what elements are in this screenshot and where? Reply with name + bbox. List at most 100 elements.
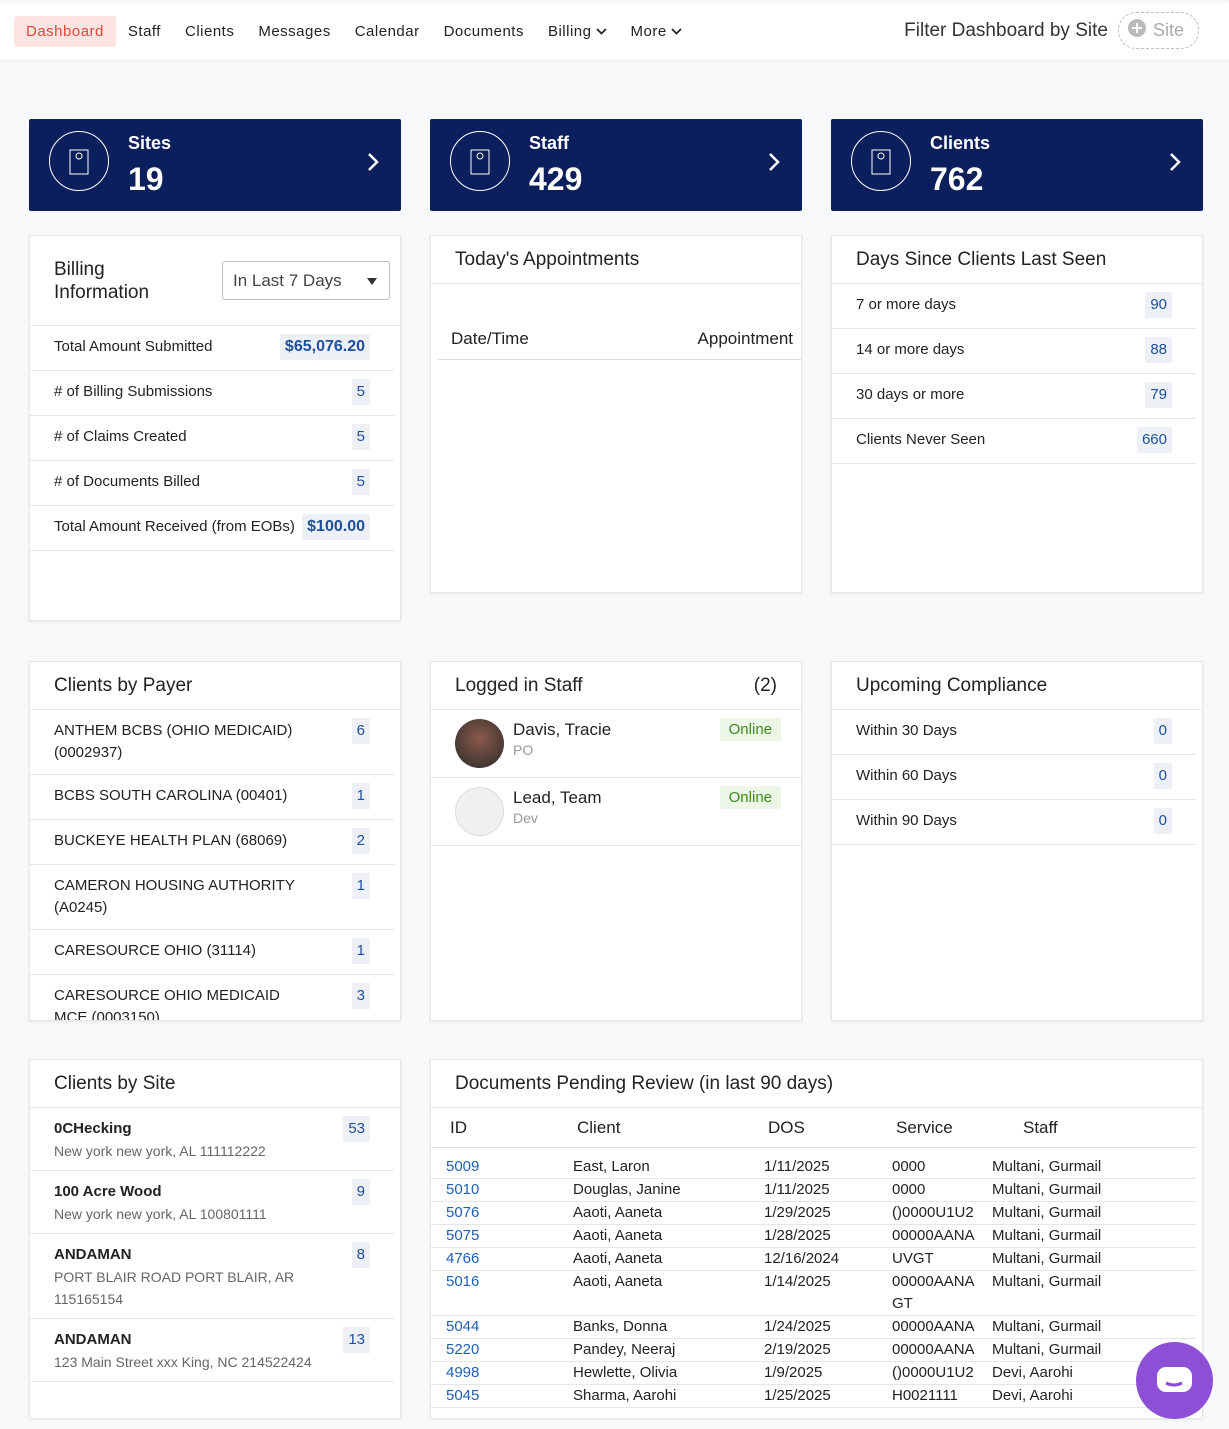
row-label: CARESOURCE OHIO (31114)	[54, 942, 256, 959]
nav-item[interactable]: Staff	[116, 16, 173, 47]
nav-item[interactable]: Dashboard	[14, 16, 116, 47]
panel-header: Clients by Payer	[30, 662, 400, 710]
cell: 00000AANA	[892, 1341, 975, 1358]
nav-item[interactable]: Documents	[432, 16, 536, 47]
cell: Multani, Gurmail	[992, 1181, 1102, 1198]
status-badge: Online	[719, 718, 781, 741]
row-label: # of Documents Billed	[54, 473, 200, 490]
list-row: CAMERON HOUSING AUTHORITY (A0245) 1	[30, 865, 394, 930]
row-label: Within 90 Days	[856, 812, 957, 829]
nav-item[interactable]: Messages	[246, 16, 342, 47]
table-row: 5016 Aaoti, Aaneta 1/14/2025 00000AANA GT Mu…	[431, 1271, 1196, 1316]
doc-id[interactable]: 5044	[446, 1318, 480, 1335]
row-value: 1	[351, 873, 370, 899]
nav-label: Dashboard	[26, 23, 104, 40]
panel-title: Clients by Site	[54, 1072, 176, 1094]
compliance-panel: Upcoming Compliance Within 30 Days 0 Within…	[831, 661, 1203, 1021]
cell: 1/29/2025	[764, 1204, 831, 1221]
nav-item[interactable]: Billing	[536, 16, 619, 47]
site-name: ANDAMAN	[54, 1331, 132, 1348]
cell: 1/11/2025	[764, 1181, 830, 1198]
range-select[interactable]: In Last 7 Days	[222, 261, 390, 300]
panel-header: Logged in Staff (2)	[431, 662, 801, 710]
row-value: 90	[1145, 292, 1172, 318]
chevron	[595, 28, 607, 35]
stat-card[interactable]: Clients 762	[831, 119, 1203, 211]
icon	[49, 131, 109, 191]
row-label: CAMERON HOUSING AUTHORITY (A0245)	[54, 877, 295, 916]
row-value: $65,076.20	[279, 334, 370, 360]
doc-id[interactable]: 5076	[446, 1204, 480, 1221]
doc-id[interactable]: 5009	[446, 1158, 480, 1175]
panel-title: Upcoming Compliance	[856, 674, 1048, 696]
appointments-panel: Today's Appointments Date/Time Appointment	[430, 235, 802, 593]
doc-id[interactable]: 5045	[446, 1387, 480, 1404]
range-value: In Last 7 Days	[233, 270, 342, 290]
table-row: 4998 Hewlette, Olivia 1/9/2025 ()0000U1U2 De…	[431, 1362, 1196, 1385]
site-button[interactable]: Site	[1117, 12, 1199, 49]
row-value: 5	[351, 469, 370, 495]
panel-header: Today's Appointments	[431, 236, 801, 284]
spacer	[431, 1148, 1202, 1156]
table-header: ID Client DOS Service Staff	[431, 1108, 1196, 1148]
arrow	[1170, 153, 1181, 171]
row-label: CARESOURCE OHIO MEDICAID MCE (0003150)	[54, 987, 280, 1021]
doc-id[interactable]: 5010	[446, 1181, 480, 1198]
doc-id[interactable]: 4998	[446, 1364, 480, 1381]
cell: Multani, Gurmail	[992, 1341, 1102, 1358]
cell: Multani, Gurmail	[992, 1318, 1102, 1335]
cell: 1/24/2025	[764, 1318, 831, 1335]
card-label: Staff	[529, 133, 569, 153]
site-info: ANDAMAN 123 Main Street xxx King, NC 2145…	[54, 1329, 312, 1373]
chevron	[671, 28, 682, 35]
dropdown-icon	[671, 23, 682, 40]
panel-header: Documents Pending Review (in last 90 day…	[431, 1060, 1202, 1108]
cell: Sharma, Aarohi	[573, 1387, 677, 1404]
cell: 0000	[892, 1158, 926, 1175]
staff-role: PO	[513, 742, 534, 758]
doc-id[interactable]: 5220	[446, 1341, 480, 1358]
cell: 0000	[892, 1181, 926, 1198]
avatar	[455, 787, 504, 836]
cell: Banks, Donna	[573, 1318, 668, 1335]
row-label: ANTHEM BCBS (OHIO MEDICAID) (0002937)	[54, 722, 293, 761]
site-row: ANDAMAN PORT BLAIR ROAD PORT BLAIR, AR 11…	[30, 1234, 394, 1319]
stat-card[interactable]: Sites 19	[29, 119, 401, 211]
row-label: BUCKEYE HEALTH PLAN (68069)	[54, 832, 288, 849]
staff-row: Lead, Team Dev Online	[431, 778, 801, 846]
row-value: 88	[1145, 337, 1172, 363]
doc-id[interactable]: 5075	[446, 1227, 480, 1244]
site-address: New york new york, AL 100801111	[54, 1206, 267, 1222]
nav-item[interactable]: Clients	[173, 16, 246, 47]
cell: 00000AANA	[892, 1318, 975, 1335]
doc-id[interactable]: 5016	[446, 1273, 480, 1290]
plus	[1127, 19, 1146, 37]
column-header: Service	[896, 1118, 953, 1137]
nav-label: Billing	[547, 23, 592, 40]
row-value: 5	[351, 379, 370, 405]
cell: Aaoti, Aaneta	[573, 1273, 663, 1290]
list-row: Within 90 Days 0	[832, 800, 1196, 845]
staff-name: Davis, Tracie	[513, 720, 612, 739]
nav-item[interactable]: More	[619, 16, 694, 47]
site-address: New york new york, AL 111112222	[54, 1143, 266, 1159]
stat-card[interactable]: Staff 429	[430, 119, 802, 211]
column-header: Date/Time	[451, 329, 529, 348]
cell: Multani, Gurmail	[992, 1158, 1102, 1175]
staff-role: Dev	[513, 810, 538, 826]
nav-bar: Dashboard Staff Clients Messages Calendar Doc…	[0, 3, 1229, 60]
cell: H0021111	[892, 1387, 958, 1404]
site-filter: Filter Dashboard by Site Site	[904, 12, 1199, 49]
panel-title: Today's Appointments	[455, 248, 640, 270]
table-row: 4766 Aaoti, Aaneta 12/16/2024 UVGT Multani, …	[431, 1248, 1196, 1271]
site-button-label: Site	[1152, 20, 1184, 40]
row-value: 5	[351, 424, 370, 450]
chat-button[interactable]	[1136, 1342, 1213, 1419]
column-header: Staff	[1023, 1118, 1058, 1137]
cell: 2/19/2025	[764, 1341, 831, 1358]
site-address: PORT BLAIR ROAD PORT BLAIR, AR 115165154	[54, 1269, 295, 1307]
nav-item[interactable]: Calendar	[343, 16, 432, 47]
doc-id[interactable]: 4766	[446, 1250, 480, 1267]
list-row: # of Documents Billed 5	[30, 461, 394, 506]
